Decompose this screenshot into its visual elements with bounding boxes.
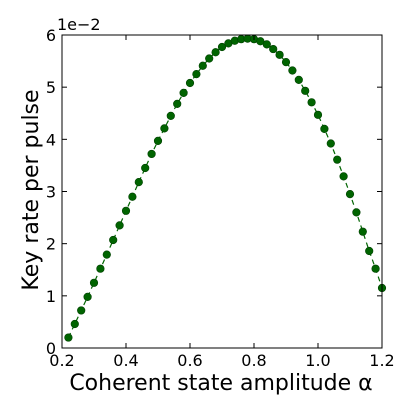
data-point — [185, 78, 195, 88]
data-point — [320, 124, 329, 133]
y-tick-label: 6 — [46, 26, 56, 45]
data-point — [301, 86, 310, 95]
data-point — [179, 88, 188, 98]
data-point — [281, 58, 291, 67]
x-tick-label: 1.2 — [369, 351, 394, 370]
data-point — [77, 306, 86, 315]
data-point — [166, 111, 175, 120]
y-tick-label: 4 — [46, 130, 56, 149]
data-point — [128, 192, 137, 201]
x-axis-label: Coherent state amplitude α — [69, 371, 372, 396]
data-point — [211, 48, 220, 57]
data-point — [217, 42, 227, 52]
data-point — [89, 278, 99, 287]
data-point — [262, 40, 271, 49]
y-tick-label: 5 — [46, 78, 56, 97]
data-point — [339, 172, 348, 181]
data-point — [121, 206, 131, 215]
data-point — [109, 235, 118, 245]
data-point — [134, 178, 143, 187]
data-point — [198, 61, 207, 70]
data-point — [205, 54, 214, 63]
y-tick-label: 2 — [46, 235, 56, 254]
data-point — [294, 75, 303, 84]
data-point — [313, 110, 323, 119]
x-tick-label: 0.8 — [241, 351, 266, 370]
data-point — [192, 70, 201, 79]
data-point — [358, 227, 367, 236]
data-point — [269, 44, 278, 54]
y-tick-label: 3 — [46, 183, 56, 202]
data-point — [115, 221, 124, 230]
axis-ticks: 0.2 0.4 0.6 0.8 1.0 1.2 0 1 2 3 4 5 6 — [46, 26, 395, 370]
y-axis-scale-label: 1e−2 — [57, 15, 101, 34]
x-tick-label: 0.6 — [177, 351, 202, 370]
data-point — [275, 50, 284, 59]
data-point — [352, 208, 361, 217]
y-tick-label: 1 — [46, 287, 56, 306]
y-axis-label: Key rate per pulse — [19, 89, 44, 290]
data-point — [307, 98, 316, 107]
data-point — [70, 319, 79, 329]
y-tick-label: 0 — [46, 339, 56, 358]
x-tick-label: 0.4 — [113, 351, 138, 370]
data-point — [83, 292, 92, 301]
data-point — [96, 264, 105, 273]
data-point — [371, 264, 380, 273]
data-point — [365, 246, 374, 256]
x-tick-label: 0.2 — [49, 351, 74, 370]
x-tick-label: 1.0 — [305, 351, 330, 370]
series-layer — [64, 34, 387, 342]
data-point — [288, 66, 297, 75]
data-point — [173, 99, 182, 108]
data-point — [160, 124, 169, 133]
data-point — [153, 136, 163, 145]
data-point — [333, 155, 342, 164]
data-point — [326, 139, 335, 148]
data-point — [102, 250, 111, 259]
data-point — [147, 149, 156, 159]
data-point — [141, 163, 150, 173]
data-point — [64, 333, 73, 342]
data-point — [345, 190, 355, 199]
